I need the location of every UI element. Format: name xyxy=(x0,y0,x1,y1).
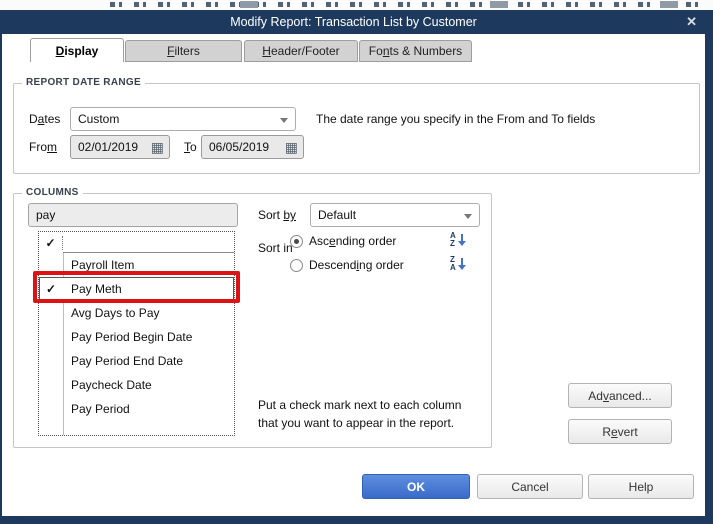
tab-filters-label: Filters xyxy=(167,44,200,58)
advanced-button-label: Advanced... xyxy=(588,388,652,403)
advanced-button[interactable]: Advanced... xyxy=(568,383,672,408)
calendar-icon[interactable]: ▦ xyxy=(150,138,164,155)
tab-fonts-numbers[interactable]: Fonts & Numbers xyxy=(359,40,472,62)
dialog-titlebar[interactable]: Modify Report: Transaction List by Custo… xyxy=(2,10,705,34)
descending-radio[interactable] xyxy=(290,258,303,272)
column-list-item[interactable]: Payroll Item xyxy=(39,253,234,277)
close-icon[interactable]: ✕ xyxy=(686,14,697,29)
tab-fonts-numbers-label: Fonts & Numbers xyxy=(368,44,463,58)
ascending-order-option[interactable]: Ascending order xyxy=(290,229,396,253)
column-item-label: Pay Meth xyxy=(71,282,122,296)
calendar-icon[interactable]: ▦ xyxy=(284,138,298,155)
column-list-item[interactable]: Pay Period xyxy=(39,397,234,421)
column-item-label: Pay Period xyxy=(71,402,130,416)
report-date-range-label: REPORT DATE RANGE xyxy=(22,77,145,88)
to-label: To xyxy=(184,140,197,154)
to-date-field[interactable]: 06/05/2019 ▦ xyxy=(201,135,304,159)
check-icon[interactable]: ✓ xyxy=(45,282,57,296)
column-search-input[interactable] xyxy=(28,203,238,227)
dialog-title: Modify Report: Transaction List by Custo… xyxy=(230,15,477,29)
sort-by-dropdown[interactable]: Default xyxy=(310,203,480,227)
chevron-down-icon xyxy=(280,118,288,123)
tab-display-label: Display xyxy=(55,43,99,58)
list-column-divider xyxy=(63,253,64,435)
column-item-label: Avg Days to Pay xyxy=(71,306,160,320)
ascending-radio[interactable] xyxy=(290,234,303,248)
chevron-down-icon xyxy=(464,214,472,219)
tab-header-footer-label: Header/Footer xyxy=(262,44,340,58)
ok-button[interactable]: OK xyxy=(362,474,470,499)
from-date-field[interactable]: 02/01/2019 ▦ xyxy=(70,135,170,159)
help-button[interactable]: Help xyxy=(588,474,694,499)
check-column-header-icon: ✓ xyxy=(39,235,63,250)
column-item-label: Payroll Item xyxy=(71,258,135,272)
descending-order-option[interactable]: Descending order xyxy=(290,253,404,277)
column-item-label: Paycheck Date xyxy=(71,378,152,392)
report-date-range-group: REPORT DATE RANGE Dates Custom The date … xyxy=(13,77,700,174)
from-date-value: 02/01/2019 xyxy=(78,140,139,154)
note-line-2: that you want to appear in the report. xyxy=(258,416,455,430)
column-list-item-pay-meth[interactable]: ✓ Pay Meth xyxy=(39,277,234,301)
sort-by-label: Sort by xyxy=(258,208,297,222)
dates-label: Dates xyxy=(29,112,61,126)
column-list-item[interactable]: Pay Period End Date xyxy=(39,349,234,373)
dates-dropdown-value: Custom xyxy=(78,112,120,126)
revert-button[interactable]: Revert xyxy=(568,419,672,444)
tab-filters[interactable]: Filters xyxy=(125,40,242,62)
tab-display[interactable]: Display xyxy=(30,38,124,62)
dates-dropdown[interactable]: Custom xyxy=(70,107,296,131)
column-list-header: ✓ xyxy=(39,232,234,253)
sort-in-label: Sort in xyxy=(258,241,293,255)
cancel-button[interactable]: Cancel xyxy=(477,474,583,499)
check-mark-note: Put a check mark next to each column tha… xyxy=(258,396,461,432)
revert-button-label: Revert xyxy=(602,424,638,439)
column-list[interactable]: ✓ Payroll Item ✓ Pay Meth Avg Days to Pa… xyxy=(38,231,235,436)
modify-report-dialog: Modify Report: Transaction List by Custo… xyxy=(2,10,705,516)
column-list-item[interactable]: Avg Days to Pay xyxy=(39,301,234,325)
ascending-label: Ascending order xyxy=(309,234,397,248)
note-line-1: Put a check mark next to each column xyxy=(258,398,462,412)
to-date-value: 06/05/2019 xyxy=(209,140,270,154)
descending-label: Descending order xyxy=(309,258,404,272)
column-list-item[interactable]: Pay Period Begin Date xyxy=(39,325,234,349)
date-range-hint: The date range you specify in the From a… xyxy=(316,112,596,126)
columns-label: COLUMNS xyxy=(22,187,83,198)
column-item-label: Pay Period Begin Date xyxy=(71,330,193,344)
sort-by-value: Default xyxy=(318,208,357,222)
from-label: From xyxy=(29,140,57,154)
tab-header-footer[interactable]: Header/Footer xyxy=(244,40,358,62)
background-window-sliver xyxy=(0,0,713,10)
column-list-item[interactable]: Paycheck Date xyxy=(39,373,234,397)
column-item-label: Pay Period End Date xyxy=(71,354,184,368)
list-header-divider xyxy=(63,252,234,253)
